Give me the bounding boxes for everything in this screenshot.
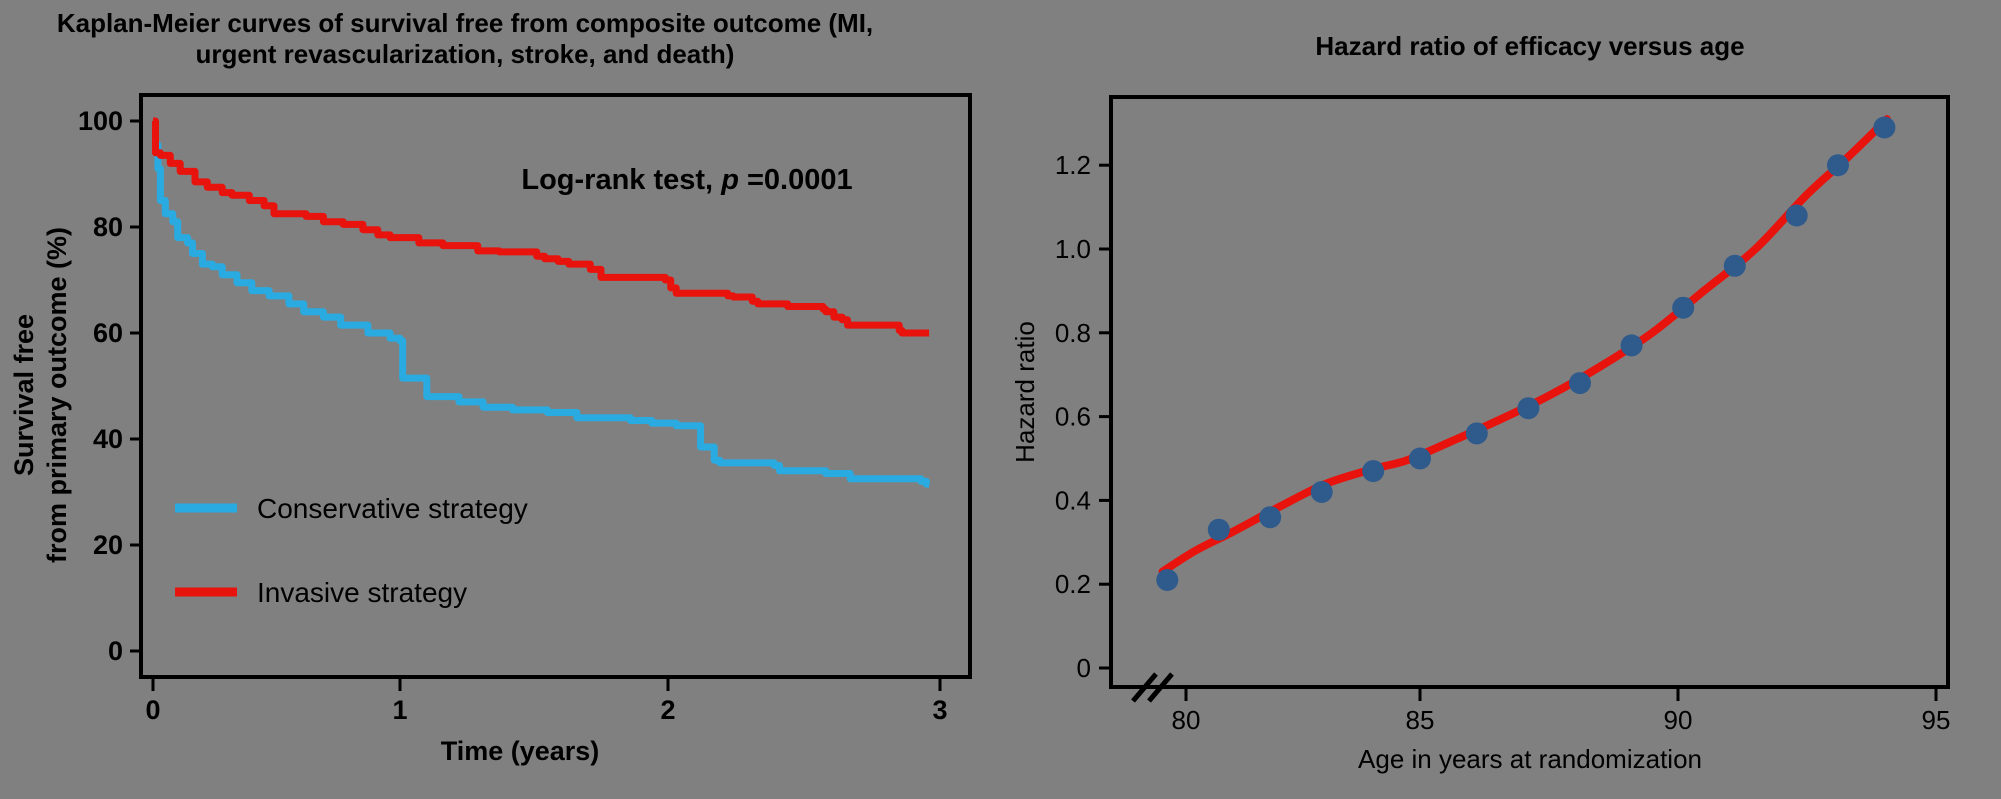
hr-chart: Hazard ratio of efficacy versus age 0 0.2… [1010, 31, 1950, 774]
hr-axes: 0 0.2 0.4 0.6 0.8 1.0 1.2 80 85 90 95 [1055, 150, 1951, 735]
km-curve-conservative [152, 117, 930, 488]
hr-data-point [1362, 460, 1385, 483]
hr-x-tick-label: 95 [1922, 705, 1951, 735]
hr-data-point [1409, 447, 1431, 470]
km-series [152, 117, 930, 488]
hr-x-tick-label: 90 [1664, 705, 1693, 735]
km-x-axis-label: Time (years) [441, 736, 600, 766]
hr-data-point [1785, 204, 1808, 227]
hr-plot-box [1109, 95, 1950, 689]
hr-x-axis-label: Age in years at randomization [1358, 744, 1702, 774]
hr-y-tick-label: 0.4 [1055, 485, 1091, 515]
hr-y-tick-label: 0.6 [1055, 402, 1091, 432]
hr-y-tick-label: 0 [1077, 653, 1091, 683]
km-y-tick-label: 20 [93, 530, 123, 560]
km-logrank-annotation: Log-rank test, p =0.0001 [521, 164, 852, 196]
km-y-tick-label: 80 [93, 212, 123, 242]
hr-y-tick-label: 1.0 [1055, 234, 1091, 264]
hr-title: Hazard ratio of efficacy versus age [1315, 31, 1744, 61]
hr-y-axis-label: Hazard ratio [1010, 321, 1040, 463]
hr-x-tick-label: 80 [1172, 705, 1201, 735]
hr-y-tick-label: 0.2 [1055, 569, 1091, 599]
hr-data-point [1310, 481, 1333, 503]
km-x-tick-label: 1 [392, 695, 407, 725]
hr-x-tick-label: 85 [1406, 705, 1435, 735]
hr-data-point [1465, 422, 1488, 445]
km-y-tick-label: 40 [93, 424, 123, 454]
hr-y-tick-label: 0.8 [1055, 318, 1091, 348]
km-title-line1: Kaplan-Meier curves of survival free fro… [57, 8, 873, 38]
km-y-axis-label-line1: Survival free [9, 314, 39, 476]
hr-data-point [1156, 569, 1179, 591]
km-y-tick-label: 0 [108, 636, 123, 666]
hr-data-point [1672, 296, 1695, 319]
hr-data-point [1873, 116, 1896, 139]
hr-data-point [1569, 372, 1591, 395]
km-x-tick-label: 2 [660, 695, 675, 725]
legend-label-conservative: Conservative strategy [257, 493, 528, 524]
km-x-tick-label: 0 [145, 695, 160, 725]
hr-y-tick-label: 1.2 [1055, 150, 1091, 180]
km-y-tick-label: 60 [93, 318, 123, 348]
legend-label-invasive: Invasive strategy [257, 577, 467, 608]
km-axes: 100 80 60 40 20 00 1 2 3 [78, 106, 948, 725]
hr-data-point [1517, 397, 1540, 420]
hr-data-point [1620, 334, 1643, 357]
hr-series [1156, 115, 1896, 591]
hr-data-point [1723, 254, 1746, 277]
hr-data-point [1259, 506, 1282, 529]
km-curve-invasive [152, 117, 930, 337]
km-legend: Conservative strategy Invasive strategy [175, 493, 528, 608]
hr-data-point [1207, 518, 1230, 541]
km-y-tick-label: 100 [78, 106, 123, 136]
km-x-tick-label: 3 [932, 695, 947, 725]
hr-x-axis-break-icon [1131, 672, 1174, 703]
km-chart: Kaplan-Meier curves of survival free fro… [9, 8, 972, 766]
km-y-axis-label-line2: from primary outcome (%) [42, 227, 72, 563]
km-title-line2: urgent revascularization, stroke, and de… [196, 39, 735, 69]
hr-data-point [1827, 154, 1849, 177]
km-plot-box [139, 93, 972, 679]
